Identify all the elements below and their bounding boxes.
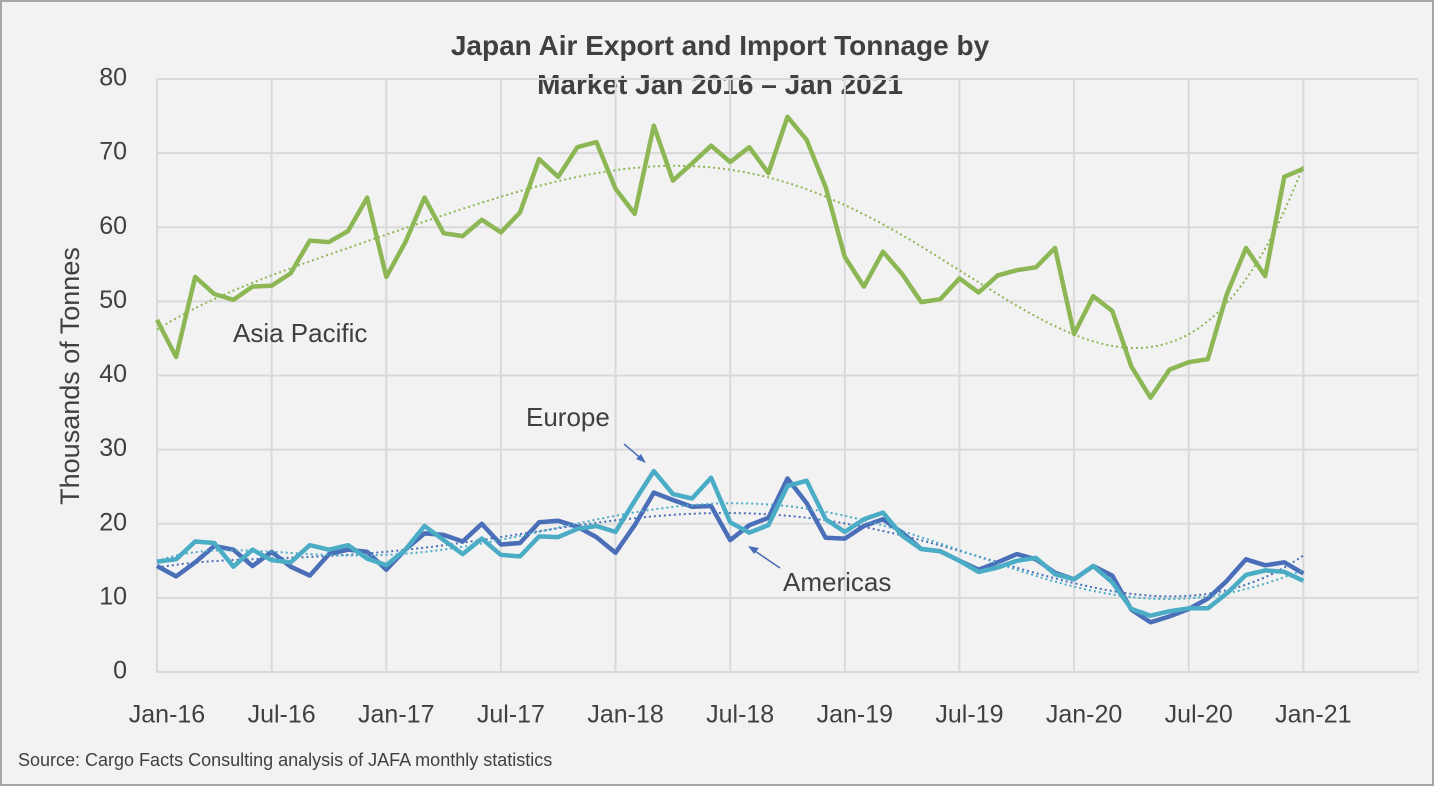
x-tick-label: Jul-18 [706,701,774,729]
y-tick-label: 70 [99,138,127,166]
y-tick-label: 50 [99,286,127,314]
chart-title: Japan Air Export and Import Tonnage by M… [450,30,990,100]
series-label: Asia Pacific [233,318,367,348]
x-tick-label: Jul-19 [935,701,1003,729]
series-label: Americas [783,567,891,597]
y-tick-label: 0 [113,657,127,685]
x-tick-label: Jan-19 [817,701,893,729]
x-tick-label: Jan-21 [1275,701,1351,729]
y-tick-label: 80 [99,64,127,92]
y-axis-label: Thousands of Tonnes [55,247,85,505]
x-tick-label: Jan-20 [1046,701,1122,729]
y-tick-label: 60 [99,212,127,240]
series-line [156,468,1305,618]
series-line [154,114,1305,400]
series-label: Europe [526,402,610,432]
x-tick-label: Jan-17 [358,701,434,729]
trendline [156,512,1304,598]
y-tick-label: 20 [99,508,127,536]
x-tick-label: Jul-20 [1165,701,1233,729]
arrow-head [636,454,646,463]
plot: 0 10 20 30 40 50 60 70 80 Jan-16 Jul-16 Jan-17 Jul-1… [99,64,1419,729]
annotation-arrow [751,548,781,569]
y-tick-label: 40 [99,360,127,388]
y-tick-label: 10 [99,582,127,610]
title-box: Japan Air Export and Import Tonnage by M… [450,30,990,100]
x-tick-label: Jul-16 [248,701,316,729]
y-tick-label: 30 [99,434,127,462]
arrow-head [748,546,759,554]
x-tick-label: Jan-16 [129,701,205,729]
x-tick-label: Jan-18 [587,701,663,729]
x-tick-label: Jul-17 [477,701,545,729]
series-line [155,476,1305,625]
source-note: Source: Cargo Facts Consulting analysis … [18,750,552,770]
trendline [156,164,1305,349]
